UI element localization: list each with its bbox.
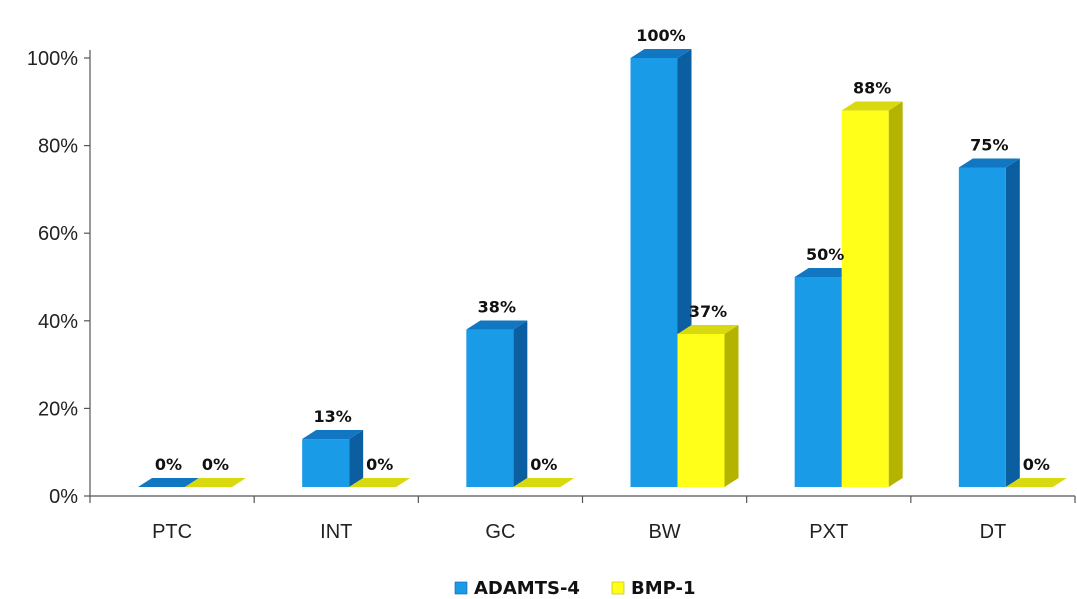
bar-adamts-4-dt [958,158,1020,487]
bar-top [841,101,903,111]
legend-label: BMP-1 [631,578,696,599]
data-label: 0% [530,455,557,474]
bar-bmp-1-int [349,478,411,487]
bars [138,49,1067,487]
data-label: 0% [202,455,229,474]
legend: ADAMTS-4 BMP-1 [454,578,696,599]
bar-top [630,49,692,58]
bar-top [138,478,199,487]
y-tick-label: 60% [38,223,78,245]
bar-adamts-4-int [302,430,364,487]
bar-front [841,110,889,487]
bar-side [513,320,528,487]
x-tick-label: BW [648,521,680,543]
data-label: 0% [155,455,182,474]
bar-front [794,277,842,487]
x-tick-label: INT [320,521,352,543]
y-tick-label: 100% [27,48,78,70]
bar-top [349,478,411,487]
data-label: 0% [366,455,393,474]
legend-swatch [611,581,625,595]
data-label: 50% [806,245,844,264]
y-tick-label: 40% [38,311,78,333]
bar-front [466,329,514,487]
legend-swatch [454,581,468,595]
bar-side [724,324,739,487]
data-label: 88% [853,79,891,98]
bar-top [958,158,1020,168]
y-tick-label: 0% [49,486,78,508]
bar-top [185,478,246,487]
bar-front [677,333,725,487]
legend-label: ADAMTS-4 [474,578,580,599]
data-label: 37% [689,302,727,321]
y-tick-label: 20% [38,398,78,420]
bar-front [630,58,678,487]
bar-front [958,167,1006,487]
bar-bmp-1-dt [1005,478,1067,487]
axes: 0% 20% 40% 60% 80% 100% PTC INT GC BW PXT DT [27,48,1076,543]
bar-top [466,320,528,330]
x-tick-label: GC [485,521,515,543]
data-label: 38% [478,298,516,317]
data-label: 13% [314,407,352,426]
x-tick-label: PXT [809,521,848,543]
bar-bmp-1-gc [513,478,575,487]
legend-item-adamts-4: ADAMTS-4 [454,578,580,599]
bar-top [1005,478,1067,487]
bar-top [513,478,575,487]
x-tick-label: DT [980,521,1007,543]
x-tick-label: PTC [152,521,192,543]
data-label: 0% [1023,455,1050,474]
legend-item-bmp-1: BMP-1 [611,578,696,599]
data-label: 100% [636,26,685,45]
y-tick-label: 80% [38,136,78,158]
bar-front [302,439,350,487]
bar-top [302,430,364,440]
bar-bmp-1-ptc [185,478,246,487]
bar-adamts-4-ptc [138,478,199,487]
bar-side [888,101,903,487]
bar-bmp-1-pxt [841,101,903,487]
bar-adamts-4-gc [466,320,528,487]
bar-top [677,324,739,334]
bar-bmp-1-bw [677,324,739,487]
data-label: 75% [970,136,1008,155]
data-labels: 0% 0% 13% 0% 38% 0% 100% 37% 50% 88% 75% 0% [155,26,1050,474]
bar-top [794,268,856,277]
bar-side [349,430,364,487]
bar-side [1005,158,1020,487]
